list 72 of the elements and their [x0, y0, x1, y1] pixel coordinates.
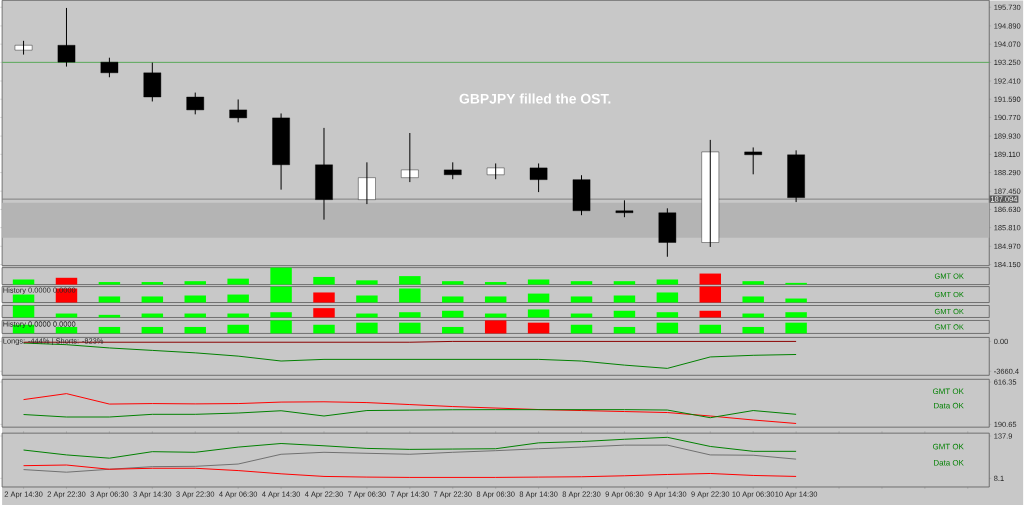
- bar: [313, 276, 335, 285]
- candlestick: [486, 162, 505, 180]
- candlestick: [143, 62, 162, 102]
- bar: [98, 282, 121, 285]
- candlestick: [186, 92, 205, 115]
- bar: [527, 309, 550, 318]
- candlestick: [358, 161, 376, 205]
- bar: [184, 295, 206, 303]
- bar: [399, 288, 421, 303]
- bar: [356, 322, 378, 334]
- candlestick: [443, 161, 462, 180]
- candlestick: [615, 199, 634, 218]
- line-series: [23, 436, 797, 459]
- bar: [313, 324, 335, 334]
- bar: [699, 324, 722, 334]
- bar: [356, 280, 378, 285]
- bar: [527, 279, 550, 285]
- bar: [656, 322, 679, 334]
- bar: [98, 296, 121, 303]
- bar: [141, 282, 164, 285]
- bar: [613, 326, 636, 334]
- bar: [742, 326, 764, 334]
- bar: [742, 296, 764, 303]
- candlestick: [401, 132, 419, 183]
- bar: [656, 292, 679, 303]
- bar: [442, 296, 464, 303]
- bar: [484, 282, 507, 285]
- bar: [570, 324, 593, 334]
- bar: [484, 296, 507, 303]
- bar: [742, 281, 764, 285]
- bar: [184, 326, 206, 334]
- candlestick: [14, 40, 33, 56]
- bar: [785, 322, 807, 334]
- bar: [570, 281, 593, 285]
- candlestick: [529, 162, 548, 193]
- candlestick: [658, 207, 677, 258]
- bar: [399, 312, 421, 318]
- bar: [656, 279, 679, 285]
- bar: [356, 295, 378, 303]
- bar: [656, 312, 679, 318]
- bar: [442, 326, 464, 334]
- bar: [313, 292, 335, 303]
- bar: [399, 322, 421, 334]
- candlestick: [57, 7, 76, 68]
- bar: [399, 276, 421, 285]
- bar: [184, 281, 206, 285]
- bar: [313, 308, 335, 318]
- bar: [227, 278, 249, 285]
- bar: [98, 326, 121, 334]
- candlestick: [315, 127, 333, 221]
- bar: [227, 324, 249, 334]
- bar: [12, 279, 35, 285]
- candlestick: [229, 99, 247, 123]
- bar: [55, 277, 78, 285]
- bar: [227, 294, 249, 303]
- bar: [527, 293, 550, 303]
- candlestick: [744, 146, 762, 175]
- bar: [527, 322, 550, 334]
- bar: [570, 296, 593, 303]
- bar: [442, 281, 464, 285]
- bar: [785, 312, 807, 318]
- candlestick: [787, 149, 805, 203]
- candlestick: [572, 174, 591, 216]
- bar: [55, 326, 78, 334]
- bar: [613, 281, 636, 285]
- bar: [141, 326, 164, 334]
- bar: [785, 298, 807, 303]
- candlestick: [701, 139, 720, 248]
- bar: [613, 295, 636, 303]
- candlestick: [272, 112, 290, 191]
- bar: [141, 296, 164, 303]
- candlestick: [100, 57, 119, 78]
